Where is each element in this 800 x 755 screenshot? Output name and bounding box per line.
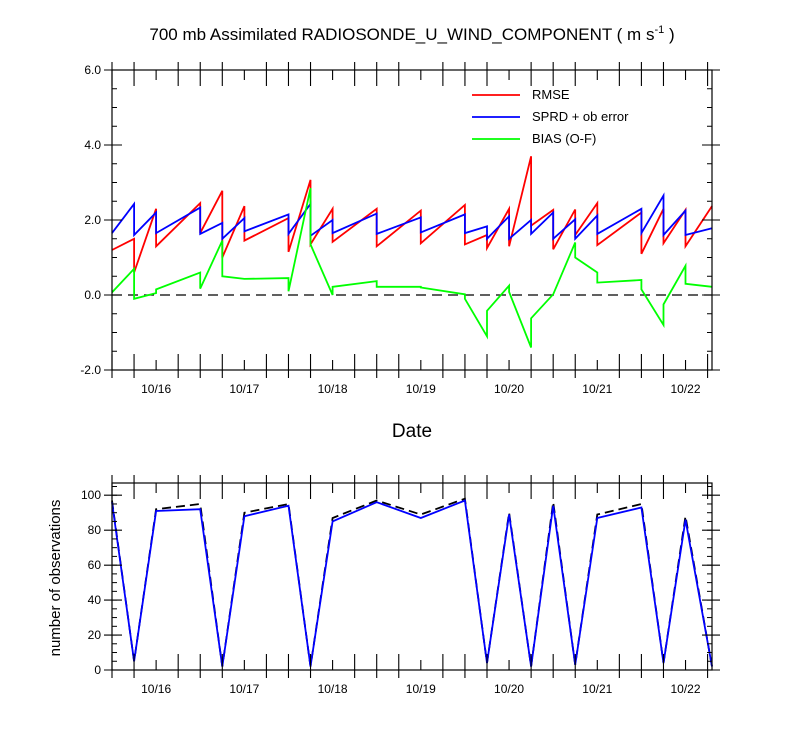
legend-label: BIAS (O-F) bbox=[532, 131, 596, 146]
x-tick-label: 10/18 bbox=[318, 382, 348, 396]
legend-label: RMSE bbox=[532, 87, 570, 102]
chart-title: 700 mb Assimilated RADIOSONDE_U_WIND_COM… bbox=[149, 24, 674, 44]
y-tick-label: 40 bbox=[88, 593, 102, 607]
x-tick-label: 10/22 bbox=[671, 382, 701, 396]
x-tick-label: 10/19 bbox=[406, 682, 436, 696]
plot-frame bbox=[111, 482, 713, 671]
y-tick-label: 20 bbox=[88, 628, 102, 642]
y-axis-label-observations: number of observations bbox=[47, 500, 64, 657]
y-tick-label: 4.0 bbox=[84, 138, 101, 152]
series-line-rmse bbox=[111, 156, 713, 273]
x-tick-label: 10/21 bbox=[582, 382, 612, 396]
legend-label: SPRD + ob error bbox=[532, 109, 629, 124]
bottom-plot-area: 0 20 40 60 80 100 10/16 10/17 10/18 10/19 10/20 10/… bbox=[81, 475, 720, 696]
top-plot-area: -2.0 0.0 2.0 4.0 6.0 10/16 10/17 10/18 10/19 10/2… bbox=[80, 62, 720, 396]
x-tick-label: 10/16 bbox=[141, 682, 171, 696]
series-line-assimilated-observations bbox=[111, 499, 713, 667]
y-tick-label: 100 bbox=[81, 488, 101, 502]
y-tick-label: 0.0 bbox=[84, 288, 101, 302]
y-tick-label: -2.0 bbox=[80, 363, 101, 377]
x-tick-label: 10/17 bbox=[229, 682, 259, 696]
y-tick-label: 6.0 bbox=[84, 63, 101, 77]
x-axis-label: Date bbox=[392, 421, 432, 442]
series-line-sprd-ob-error bbox=[111, 192, 713, 242]
y-tick-label: 0 bbox=[94, 663, 101, 677]
x-tick-label: 10/16 bbox=[141, 382, 171, 396]
x-tick-label: 10/20 bbox=[494, 682, 524, 696]
x-tick-label: 10/17 bbox=[229, 382, 259, 396]
y-tick-label: 80 bbox=[88, 523, 102, 537]
series-line-bias-o-f- bbox=[111, 187, 713, 348]
y-tick-label: 2.0 bbox=[84, 213, 101, 227]
y-tick-label: 60 bbox=[88, 558, 102, 572]
x-tick-label: 10/21 bbox=[582, 682, 612, 696]
x-tick-label: 10/20 bbox=[494, 382, 524, 396]
x-tick-label: 10/18 bbox=[318, 682, 348, 696]
x-tick-label: 10/22 bbox=[671, 682, 701, 696]
x-tick-label: 10/19 bbox=[406, 382, 436, 396]
